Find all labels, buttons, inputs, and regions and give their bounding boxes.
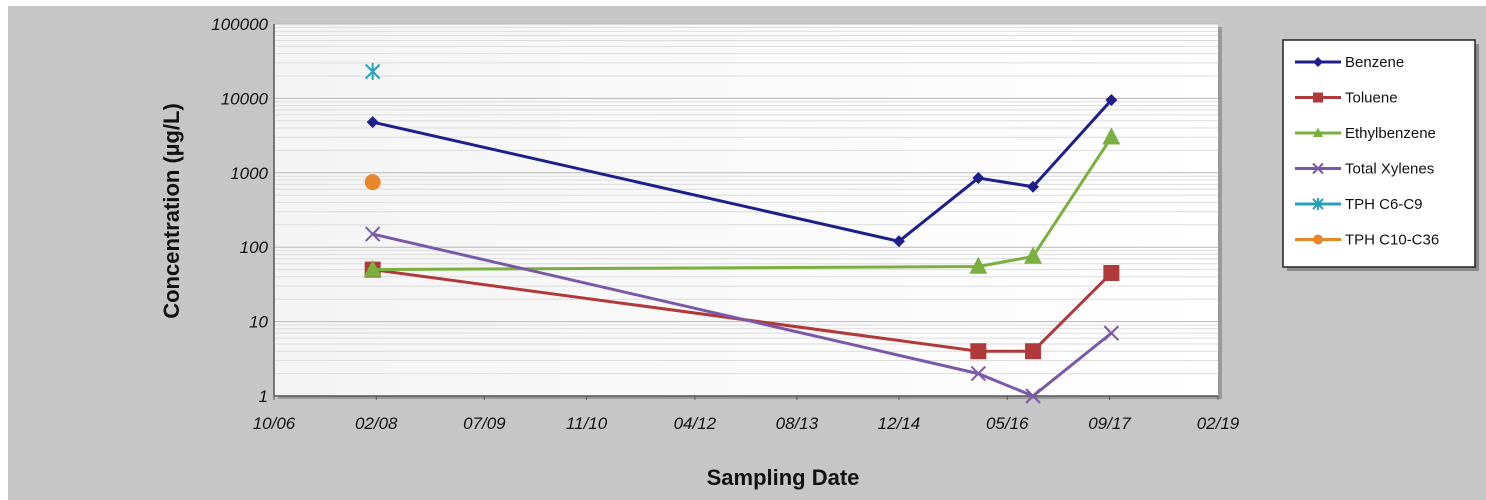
data-point bbox=[1024, 246, 1043, 264]
y-tick-label: 1 bbox=[259, 387, 268, 406]
y-tick-label: 100000 bbox=[211, 15, 268, 34]
tick-labels: 1 10 100 1000 10000 100000 10/06 02/08 07/09 11/1… bbox=[211, 15, 1240, 433]
x-tick-label: 09/17 bbox=[1088, 414, 1131, 433]
data-point bbox=[970, 343, 987, 360]
axes bbox=[273, 24, 1218, 397]
data-point bbox=[970, 365, 987, 382]
legend-label: Toluene bbox=[1345, 90, 1398, 107]
legend-item: Ethylbenzene bbox=[1295, 125, 1436, 142]
x-tick-label: 04/12 bbox=[674, 414, 717, 433]
data-series bbox=[363, 63, 1121, 404]
data-point bbox=[1102, 127, 1121, 145]
data-point bbox=[972, 172, 985, 185]
legend-swatch-marker bbox=[1313, 127, 1323, 137]
x-tick-label: 12/14 bbox=[878, 414, 921, 433]
series-line bbox=[372, 268, 1113, 353]
series-line bbox=[372, 232, 1113, 398]
legend-item: TPH C6-C9 bbox=[1295, 196, 1423, 213]
x-tick-label: 07/09 bbox=[463, 414, 506, 433]
series-tph-c10-c36 bbox=[364, 174, 381, 191]
data-point bbox=[364, 226, 381, 242]
x-tick-label: 02/08 bbox=[355, 414, 398, 433]
y-tick-label: 10 bbox=[249, 313, 268, 332]
y-tick-label: 100 bbox=[240, 238, 269, 257]
x-axis-title: Sampling Date bbox=[707, 465, 860, 490]
data-point bbox=[1103, 325, 1120, 341]
legend-item: Total Xylenes bbox=[1295, 161, 1434, 178]
data-point bbox=[363, 259, 382, 277]
legend-label: TPH C10-C36 bbox=[1345, 232, 1439, 249]
plot-area bbox=[274, 24, 1218, 396]
chart-figure: 1 10 100 1000 10000 100000 10/06 02/08 07/09 11/1… bbox=[8, 6, 1486, 500]
series-line bbox=[372, 136, 1113, 272]
x-tick-label: 02/19 bbox=[1197, 414, 1240, 433]
legend-label: Ethylbenzene bbox=[1345, 125, 1436, 142]
legend-item: Toluene bbox=[1295, 90, 1398, 107]
data-point bbox=[364, 63, 381, 80]
series-ethylbenzene bbox=[363, 127, 1121, 277]
data-point bbox=[1025, 343, 1042, 360]
legend-swatch-marker bbox=[1313, 57, 1323, 67]
data-point bbox=[1027, 180, 1040, 193]
y-axis-title: Concentration (µg/L) bbox=[159, 103, 184, 319]
data-point bbox=[364, 174, 381, 191]
data-point bbox=[1105, 94, 1118, 107]
data-point bbox=[366, 116, 379, 129]
legend-box bbox=[1282, 39, 1476, 268]
legend-swatch-marker bbox=[1312, 198, 1324, 210]
data-point bbox=[1025, 388, 1041, 404]
x-tick-label: 10/06 bbox=[253, 414, 296, 433]
legend-item: TPH C10-C36 bbox=[1295, 232, 1439, 249]
legend: Benzene Toluene Ethylbenzene Total Xylenes T… bbox=[1282, 39, 1479, 271]
legend-label: Benzene bbox=[1345, 54, 1404, 71]
legend-label: Total Xylenes bbox=[1345, 161, 1434, 178]
x-tick-label: 11/10 bbox=[566, 414, 608, 433]
x-tick-label: 05/16 bbox=[986, 414, 1029, 433]
series-total-xylenes bbox=[364, 226, 1120, 404]
legend-swatch-marker bbox=[1313, 234, 1323, 245]
series-tph-c6-c9 bbox=[364, 63, 381, 80]
legend-swatch-marker bbox=[1312, 162, 1324, 175]
y-tick-label: 1000 bbox=[230, 164, 268, 183]
legend-label: TPH C6-C9 bbox=[1345, 196, 1423, 213]
data-point bbox=[892, 235, 905, 248]
legend-swatch-marker bbox=[1313, 92, 1323, 103]
data-point bbox=[1103, 265, 1120, 282]
y-tick-label: 10000 bbox=[221, 89, 269, 108]
series-benzene bbox=[366, 94, 1118, 248]
data-point bbox=[969, 256, 988, 274]
line-chart: 1 10 100 1000 10000 100000 10/06 02/08 07/09 11/1… bbox=[159, 15, 1479, 490]
x-tick-label: 08/13 bbox=[776, 414, 819, 433]
legend-item: Benzene bbox=[1295, 54, 1404, 71]
